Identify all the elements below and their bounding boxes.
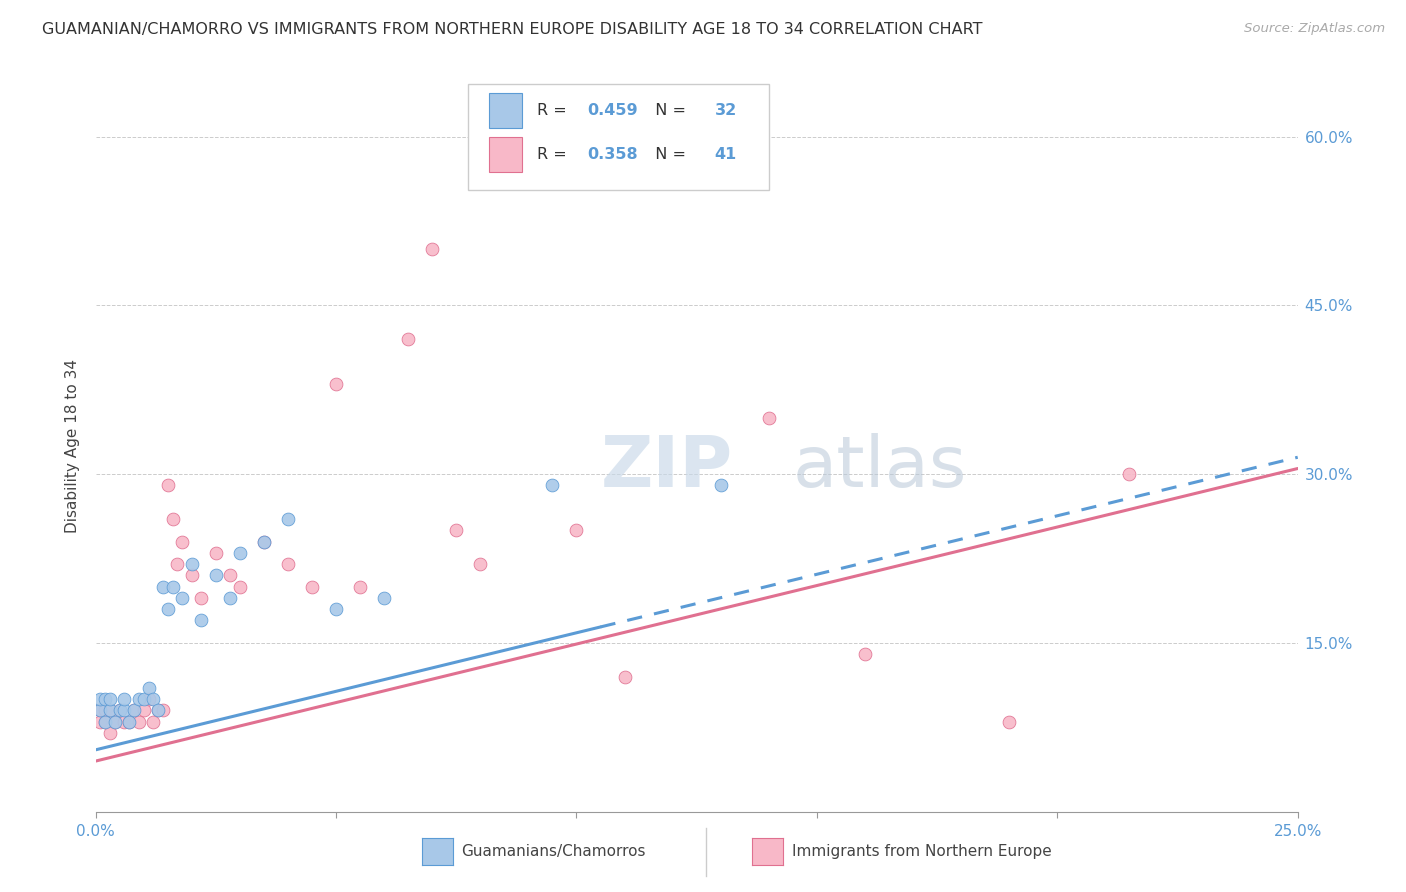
FancyBboxPatch shape [468, 84, 769, 190]
Point [114, 692, 136, 706]
Text: Immigrants from Northern Europe: Immigrants from Northern Europe [792, 845, 1052, 859]
Point [146, 703, 169, 717]
Text: N =: N = [645, 146, 692, 161]
Point [349, 580, 371, 594]
Point [98, 703, 121, 717]
Point [156, 602, 179, 616]
Text: 32: 32 [714, 103, 737, 118]
Bar [489, 93, 523, 128]
Text: Source: ZipAtlas.com: Source: ZipAtlas.com [1244, 22, 1385, 36]
Point [98, 726, 121, 740]
Text: R =: R = [537, 103, 572, 118]
Point [998, 714, 1021, 729]
Point [219, 568, 242, 582]
Point [253, 534, 276, 549]
Point [98, 692, 121, 706]
Point [146, 703, 169, 717]
Point [152, 703, 174, 717]
Bar [489, 136, 523, 171]
Point [118, 714, 141, 729]
Point [710, 478, 733, 492]
Point [205, 568, 228, 582]
Point [444, 524, 467, 538]
Point [122, 703, 145, 717]
Point [89, 714, 111, 729]
Point [128, 714, 150, 729]
Point [94, 714, 117, 729]
Point [325, 377, 347, 392]
Point [470, 557, 492, 571]
Text: 0.459: 0.459 [588, 103, 638, 118]
Text: ZIP: ZIP [600, 434, 733, 502]
Point [277, 512, 299, 526]
Text: Guamanians/Chamorros: Guamanians/Chamorros [461, 845, 645, 859]
Point [89, 692, 111, 706]
Text: N =: N = [645, 103, 692, 118]
Point [180, 568, 202, 582]
Point [94, 692, 117, 706]
Point [565, 524, 588, 538]
Text: GUAMANIAN/CHAMORRO VS IMMIGRANTS FROM NORTHERN EUROPE DISABILITY AGE 18 TO 34 CO: GUAMANIAN/CHAMORRO VS IMMIGRANTS FROM NO… [42, 22, 983, 37]
Point [138, 692, 160, 706]
Point [132, 703, 155, 717]
Point [219, 591, 242, 605]
Text: atlas: atlas [793, 434, 967, 502]
Point [190, 614, 212, 628]
Point [229, 546, 252, 560]
Point [541, 478, 564, 492]
Point [396, 332, 419, 346]
Point [853, 647, 876, 661]
Point [122, 703, 145, 717]
Point [108, 703, 131, 717]
Point [301, 580, 323, 594]
Point [613, 670, 636, 684]
Point [128, 692, 150, 706]
Point [420, 242, 443, 256]
Text: R =: R = [537, 146, 572, 161]
Point [132, 692, 155, 706]
Point [94, 703, 117, 717]
Text: 0.358: 0.358 [588, 146, 638, 161]
Point [142, 714, 165, 729]
Point [1118, 467, 1140, 482]
Point [104, 714, 127, 729]
Point [114, 714, 136, 729]
Point [152, 580, 174, 594]
Point [180, 557, 202, 571]
Point [89, 703, 111, 717]
Point [98, 703, 121, 717]
Point [142, 692, 165, 706]
Point [229, 580, 252, 594]
Point [108, 703, 131, 717]
Point [205, 546, 228, 560]
Y-axis label: Disability Age 18 to 34: Disability Age 18 to 34 [65, 359, 80, 533]
Point [94, 714, 117, 729]
Point [138, 681, 160, 695]
Point [190, 591, 212, 605]
Point [172, 591, 194, 605]
Point [156, 478, 179, 492]
Point [325, 602, 347, 616]
Point [162, 580, 184, 594]
Point [758, 410, 780, 425]
Point [118, 714, 141, 729]
Point [89, 703, 111, 717]
Point [166, 557, 188, 571]
Text: 41: 41 [714, 146, 737, 161]
Point [162, 512, 184, 526]
Point [172, 534, 194, 549]
Point [114, 703, 136, 717]
Point [253, 534, 276, 549]
Point [373, 591, 395, 605]
Point [277, 557, 299, 571]
Point [104, 714, 127, 729]
